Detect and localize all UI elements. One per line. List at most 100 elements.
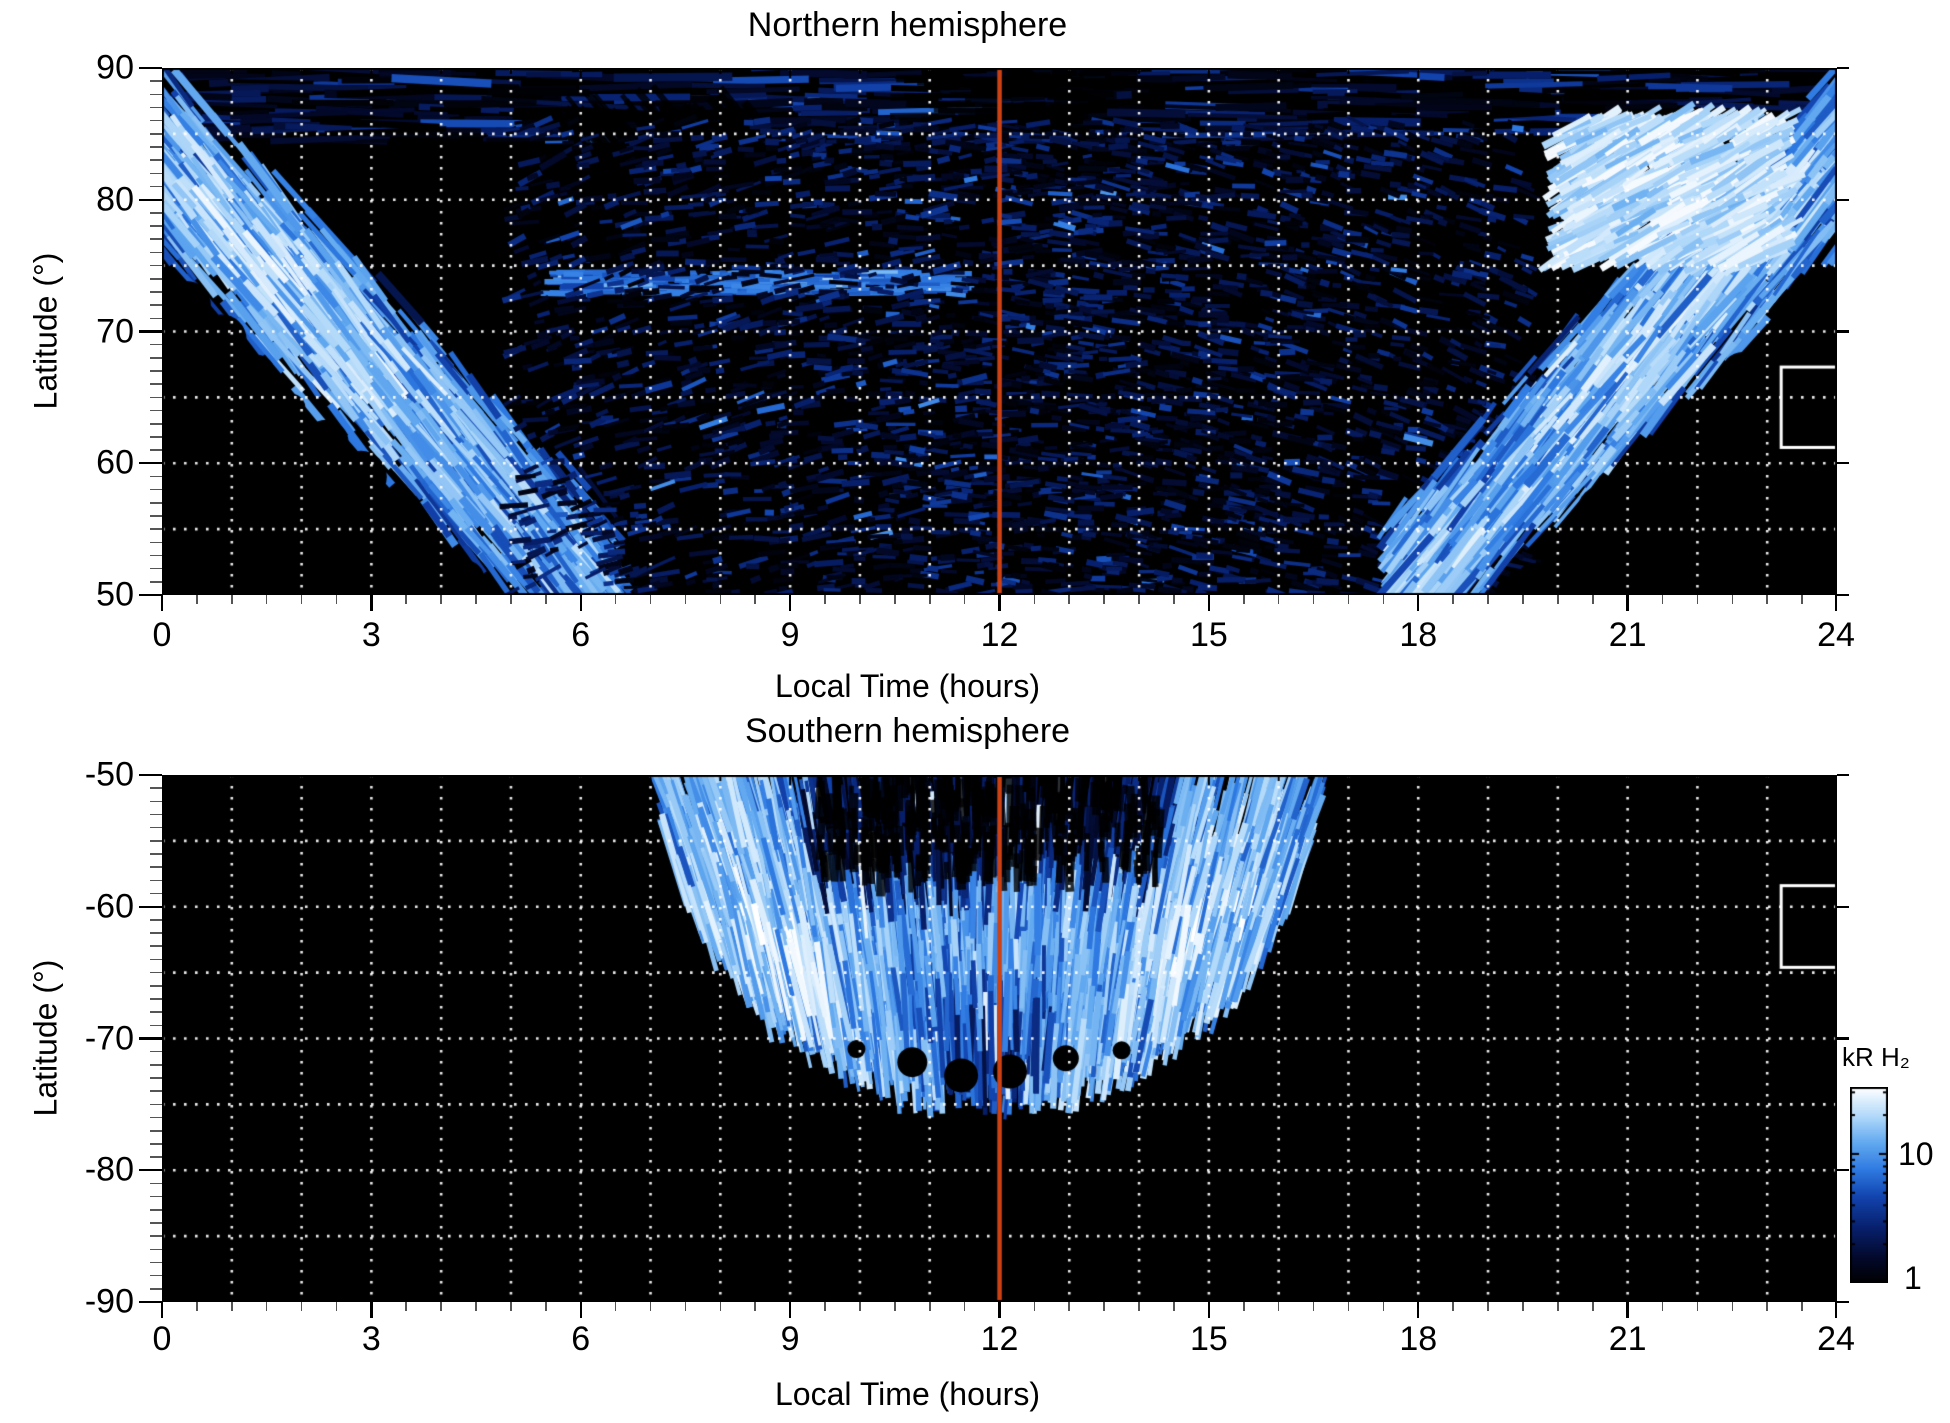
- south-xtick-minor: [824, 1302, 826, 1311]
- south-ytick-label--80: -80: [84, 1150, 134, 1189]
- south-ytick-minor: [150, 1103, 162, 1106]
- south-xtick-label-24: 24: [1817, 1320, 1855, 1358]
- south-x-axis-label: Local Time (hours): [775, 1376, 1040, 1412]
- south-xtick-minor: [1347, 1302, 1350, 1311]
- north-ytick-minor: [150, 475, 162, 478]
- north-ytick-right-80: [1837, 198, 1849, 201]
- south-xtick-minor: [1766, 1302, 1768, 1311]
- north-ytick-minor: [150, 225, 162, 227]
- north-ytick-minor: [150, 317, 162, 320]
- north-ytick-minor: [150, 515, 162, 517]
- north-xtick-minor: [335, 595, 338, 604]
- north-ytick-minor: [150, 251, 162, 254]
- north-ytick-minor: [150, 238, 162, 241]
- south-ytick-minor: [150, 998, 162, 1000]
- south-ytick-label--50: -50: [84, 755, 134, 794]
- south-xtick-minor: [1173, 1302, 1175, 1311]
- south-xtick-minor: [405, 1302, 408, 1311]
- south-xtick-21: [1626, 1302, 1629, 1318]
- north-xtick-minor: [1731, 595, 1734, 604]
- south-xtick-minor: [754, 1302, 757, 1311]
- south-ytick-minor: [150, 879, 162, 882]
- south-ytick-right--70: [1837, 1037, 1849, 1040]
- south-xtick-minor: [1731, 1302, 1734, 1311]
- north-ytick-minor: [150, 554, 162, 557]
- south-xtick-minor: [928, 1302, 931, 1311]
- colorbar-unit-label: kR H₂: [1842, 1042, 1910, 1072]
- north-ytick-minor: [150, 106, 162, 109]
- north-ytick-right-60: [1837, 462, 1849, 465]
- south-ytick-minor: [150, 813, 162, 816]
- south-ytick-right--60: [1837, 905, 1849, 908]
- south-xtick-label-6: 6: [571, 1320, 591, 1358]
- north-ytick-label-80: 80: [96, 180, 134, 219]
- south-ytick-minor: [150, 826, 162, 829]
- north-xtick-minor: [1487, 595, 1489, 604]
- south-xtick-minor: [1661, 1302, 1664, 1311]
- south-xtick-minor: [963, 1302, 966, 1311]
- south-xtick-minor: [440, 1302, 442, 1311]
- south-ytick-minor: [150, 1116, 162, 1119]
- north-xtick-minor: [963, 595, 966, 604]
- south-xtick-minor: [859, 1302, 861, 1311]
- south-xtick-minor: [1522, 1302, 1524, 1311]
- south-xtick-minor: [196, 1302, 198, 1311]
- south-ytick--50: [139, 773, 162, 777]
- north-xtick-minor: [1138, 595, 1140, 604]
- north-ytick-minor: [150, 146, 162, 148]
- north-xtick-minor: [1068, 595, 1071, 604]
- south-ytick-minor: [150, 1011, 162, 1013]
- south-ytick-label--90: -90: [84, 1282, 134, 1321]
- north-ytick-minor: [150, 541, 162, 544]
- south-heatmap-canvas: [162, 775, 1837, 1302]
- north-xtick-minor: [230, 595, 233, 604]
- south-xtick-9: [788, 1302, 792, 1318]
- south-ytick-label--60: -60: [84, 887, 134, 926]
- south-xtick-minor: [1382, 1302, 1385, 1311]
- north-xtick-minor: [300, 595, 303, 604]
- south-ytick-minor: [150, 985, 162, 987]
- south-ytick-minor: [150, 800, 162, 803]
- north-ytick-minor: [150, 436, 162, 438]
- north-xtick-label-12: 12: [980, 616, 1019, 654]
- north-xtick-minor: [1522, 595, 1524, 604]
- south-ytick-minor: [150, 1195, 162, 1198]
- south-xtick-minor: [335, 1302, 338, 1311]
- north-xtick-minor: [545, 595, 547, 604]
- north-ytick-label-70: 70: [96, 312, 134, 350]
- north-xtick-12: [998, 595, 1001, 611]
- south-xtick-label-3: 3: [361, 1320, 381, 1358]
- south-xtick-label-18: 18: [1399, 1320, 1438, 1358]
- north-ytick-minor: [150, 304, 162, 306]
- north-ytick-minor: [150, 581, 162, 583]
- south-ytick--70: [139, 1037, 162, 1040]
- north-xtick-minor: [1696, 595, 1699, 604]
- south-ytick-right--50: [1837, 773, 1849, 777]
- north-ytick-right-70: [1837, 330, 1849, 333]
- south-ytick-minor: [150, 1182, 162, 1185]
- south-ytick-minor: [150, 971, 162, 974]
- south-xtick-18: [1417, 1302, 1420, 1318]
- north-ytick-50: [139, 593, 162, 597]
- south-xtick-minor: [1487, 1302, 1489, 1311]
- north-ytick-minor: [150, 119, 162, 122]
- north-xtick-minor: [1766, 595, 1768, 604]
- north-xtick-label-21: 21: [1608, 616, 1647, 654]
- north-ytick-minor: [150, 567, 162, 570]
- south-ytick-minor: [150, 958, 162, 961]
- north-xtick-label-15: 15: [1189, 616, 1228, 654]
- south-xtick-label-9: 9: [780, 1320, 800, 1358]
- north-ytick-70: [139, 330, 162, 333]
- north-xtick-minor: [894, 595, 896, 604]
- north-xtick-minor: [928, 595, 931, 604]
- south-xtick-minor: [1242, 1302, 1245, 1311]
- south-xtick-label-15: 15: [1189, 1320, 1228, 1358]
- north-ytick-minor: [150, 370, 162, 372]
- north-ytick-minor: [150, 409, 162, 412]
- north-ytick-minor: [150, 93, 162, 96]
- north-xtick-6: [579, 595, 582, 611]
- north-ytick-minor: [150, 422, 162, 425]
- south-xtick-label-12: 12: [980, 1320, 1019, 1358]
- north-ytick-label-90: 90: [96, 48, 134, 87]
- south-xtick-minor: [649, 1302, 652, 1311]
